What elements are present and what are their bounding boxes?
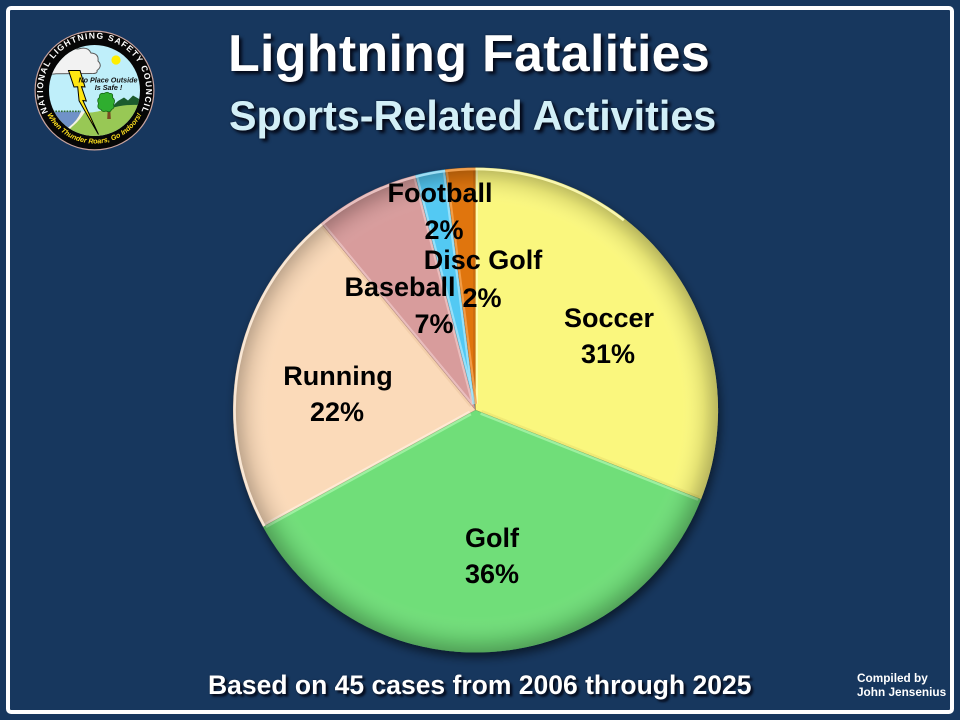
svg-text:No Place Outside: No Place Outside	[78, 76, 137, 85]
svg-text:Is Safe !: Is Safe !	[95, 83, 123, 92]
